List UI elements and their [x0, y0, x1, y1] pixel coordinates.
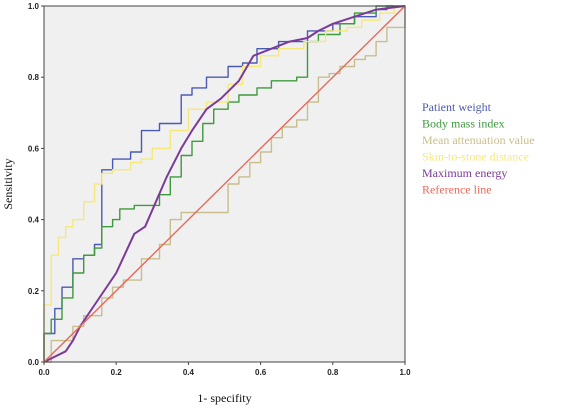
y-tick-label: 0.4 — [28, 216, 40, 225]
series-line-maximum-energy — [43, 5, 406, 363]
series-line-patient-weight — [43, 5, 405, 362]
series-line-skin-to-stone-distance — [43, 5, 405, 362]
y-tick-label: 1.0 — [28, 2, 40, 11]
legend: Patient weight Body mass index Mean attenu… — [422, 100, 535, 197]
x-axis-label: 1- specifity — [197, 391, 251, 405]
legend-entry: Skin-to-stone distance — [422, 150, 529, 164]
legend-entry: Patient weight — [422, 100, 492, 114]
legend-entry: Maximum energy — [422, 166, 507, 180]
y-tick-label: 0.2 — [28, 287, 40, 296]
legend-entry: Reference line — [422, 183, 492, 197]
legend-entry: Mean attenuation value — [422, 133, 535, 147]
x-tick-label: 0.8 — [327, 368, 339, 377]
plot-frame — [43, 5, 406, 363]
y-tick-label: 0.0 — [28, 358, 40, 367]
x-tick-label: 0.0 — [38, 368, 50, 377]
legend-entry: Body mass index — [422, 117, 505, 131]
x-tick-label: 0.4 — [183, 368, 195, 377]
series-line-reference-line — [43, 5, 406, 363]
y-tick-label: 0.6 — [28, 144, 40, 153]
axis-ticks: 0.0 0.2 0.4 0.6 0.8 1.0 0.0 0.2 0.4 0.6 0.8 1.0 — [28, 2, 411, 377]
x-tick-label: 1.0 — [399, 368, 411, 377]
series-lines — [43, 5, 406, 363]
x-tick-label: 0.2 — [111, 368, 123, 377]
y-axis-label: Sensitivity — [1, 158, 15, 209]
y-tick-label: 0.8 — [28, 73, 40, 82]
x-tick-label: 0.6 — [255, 368, 267, 377]
